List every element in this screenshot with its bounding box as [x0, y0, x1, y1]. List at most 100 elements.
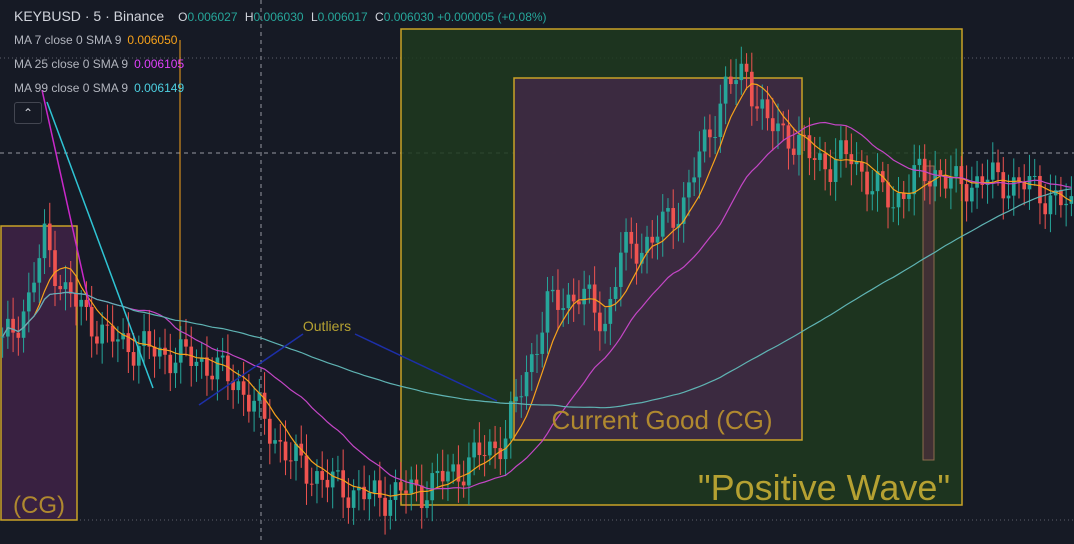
candle-body: [461, 481, 466, 486]
separator: ·: [84, 8, 90, 24]
interval[interactable]: 5: [93, 8, 102, 24]
candle-body: [84, 299, 89, 308]
candle-body: [53, 250, 57, 286]
positive-wave-label[interactable]: "Positive Wave": [698, 467, 950, 508]
candle-body: [718, 103, 723, 137]
candle-body: [320, 471, 325, 480]
ma25-legend[interactable]: MA 25 close 0 SMA 9 0.006105: [14, 57, 184, 71]
candle-body: [870, 191, 875, 195]
small-vertical-box[interactable]: [922, 165, 935, 461]
candle-body: [828, 169, 833, 182]
candle-body: [886, 182, 890, 208]
candle-body: [1048, 195, 1053, 215]
candle-body: [110, 325, 115, 342]
outlier-line-left[interactable]: [198, 333, 304, 406]
candle-body: [1006, 195, 1011, 199]
candle-body: [147, 331, 152, 347]
candle-body: [1053, 190, 1058, 196]
outlier-line-right[interactable]: [354, 333, 498, 402]
candle-body: [624, 231, 628, 253]
close-value: 0.006030: [383, 10, 434, 24]
candle-body: [660, 211, 665, 237]
open-label: O: [178, 10, 188, 24]
candle-body: [875, 171, 880, 192]
candle-body: [194, 361, 199, 366]
candle-body: [26, 292, 31, 312]
candle-body: [142, 331, 146, 347]
current-good-box[interactable]: [513, 77, 803, 441]
candle-body: [21, 311, 26, 338]
candle-body: [702, 129, 707, 152]
candle-body: [818, 153, 822, 160]
candle-body: [519, 396, 524, 398]
candle-body: [16, 332, 21, 338]
candle-body: [451, 464, 456, 472]
candle-body: [1064, 203, 1068, 206]
outliers-label[interactable]: Outliers: [303, 318, 351, 334]
candle-body: [650, 236, 655, 243]
candle-body: [79, 299, 84, 307]
collapse-legend-button[interactable]: ⌃: [14, 102, 42, 124]
candle-body: [760, 99, 765, 109]
candle-body: [1017, 177, 1021, 182]
low-label: L: [310, 10, 318, 24]
candle-body: [377, 480, 382, 498]
ma-line-7[interactable]: [2, 83, 1072, 497]
candle-body: [540, 332, 545, 354]
trend-line-cyan[interactable]: [46, 101, 154, 389]
close-label: C: [375, 10, 384, 24]
candle-body: [582, 288, 586, 305]
ma-line-25[interactable]: [2, 121, 1072, 490]
candle-body: [692, 177, 697, 183]
candle-body: [446, 471, 450, 482]
open-value: 0.006027: [187, 10, 238, 24]
candle-body: [629, 231, 634, 244]
candle-body: [273, 440, 277, 444]
candle-body: [283, 441, 288, 461]
high-value: 0.006030: [253, 10, 304, 24]
candle-body: [11, 318, 15, 333]
candle-body: [896, 192, 901, 208]
ma99-label: MA 99 close 0 SMA 9: [14, 81, 129, 95]
candle-body: [524, 372, 529, 397]
candle-body: [309, 483, 314, 485]
current-good-label[interactable]: Current Good (CG): [551, 405, 772, 435]
candle-body: [634, 243, 639, 264]
ma99-legend[interactable]: MA 99 close 0 SMA 9 0.006149: [14, 81, 184, 95]
candle-body: [959, 166, 964, 185]
candle-body: [781, 123, 786, 126]
candle-body: [467, 457, 471, 486]
chevron-up-icon: ⌃: [22, 106, 34, 120]
candle-body: [58, 285, 63, 290]
ma7-legend[interactable]: MA 7 close 0 SMA 9 0.006050: [14, 33, 177, 47]
symbol-name[interactable]: KEYBUSD: [14, 8, 81, 24]
candle-body: [488, 441, 492, 456]
candle-body: [241, 381, 246, 395]
candle-body: [749, 71, 754, 107]
candle-body: [943, 175, 948, 189]
candle-body: [980, 176, 985, 185]
candle-body: [901, 192, 906, 199]
candle-body: [493, 441, 497, 449]
candle-body: [440, 470, 445, 482]
candle-body: [529, 354, 534, 373]
cg-left-label[interactable]: (CG): [13, 492, 65, 519]
candle-body: [1011, 177, 1016, 196]
candle-body: [645, 236, 649, 253]
candle-body: [917, 158, 922, 166]
candle-body: [137, 346, 141, 366]
candle-body: [409, 479, 414, 494]
trend-line-magenta[interactable]: [41, 89, 91, 308]
candle-body: [608, 298, 613, 324]
candle-body: [765, 99, 770, 119]
candle-body: [708, 129, 712, 138]
candle-body: [949, 176, 953, 189]
separator: ·: [105, 8, 110, 24]
candle-body: [556, 289, 560, 310]
candle-body: [713, 136, 717, 138]
ma-line-99[interactable]: [2, 188, 1072, 409]
candle-body: [577, 301, 581, 305]
candle-body: [833, 158, 838, 182]
